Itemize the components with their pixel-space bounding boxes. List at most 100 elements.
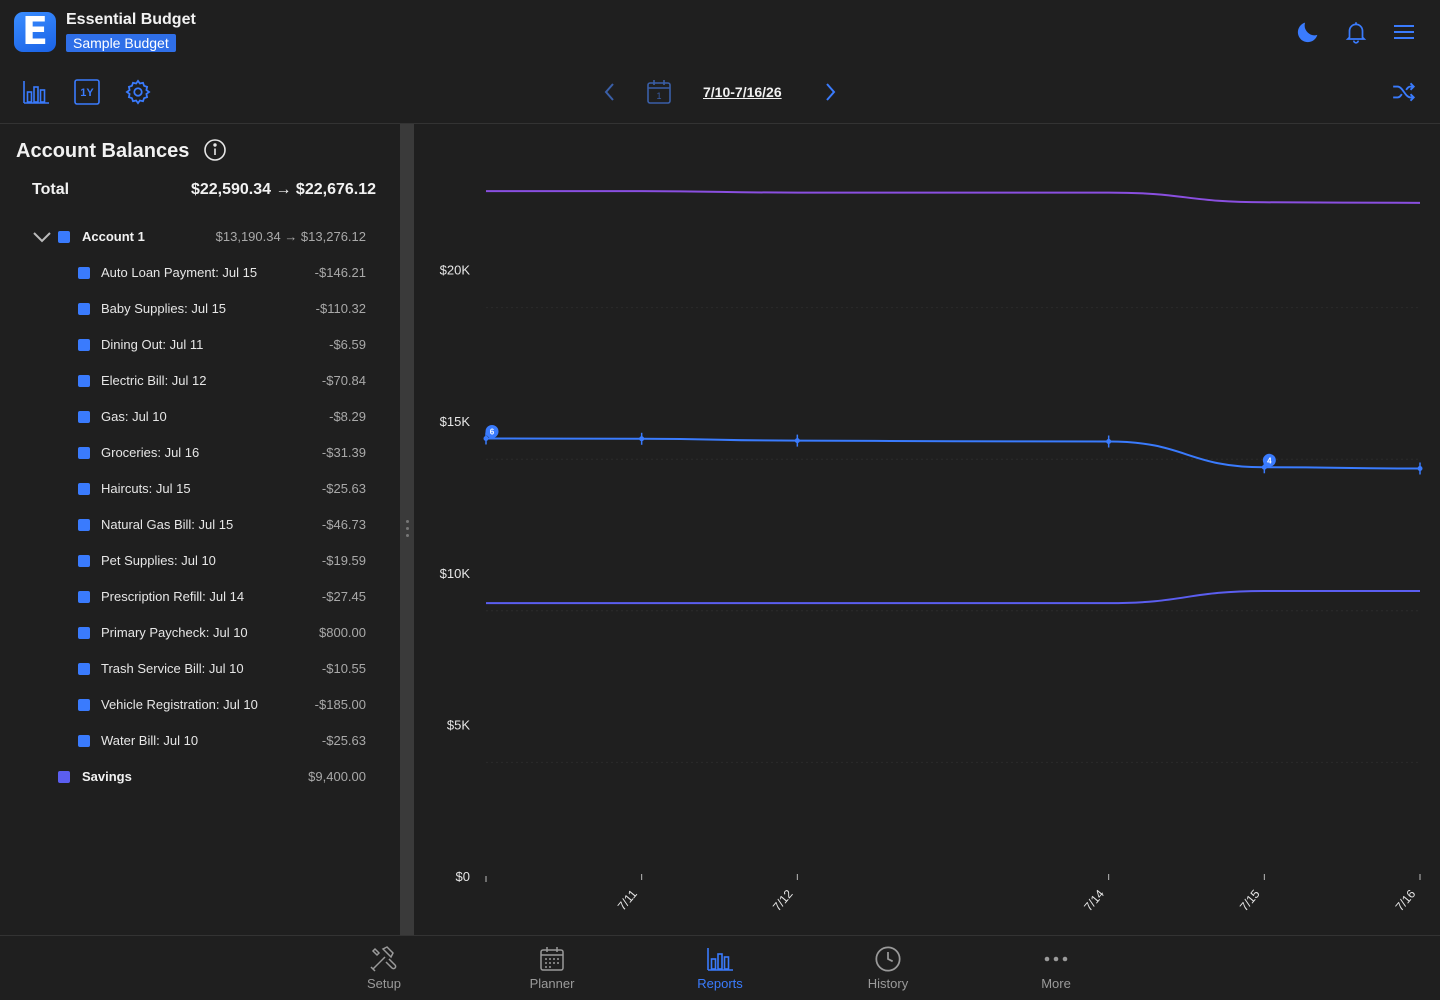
nav-history[interactable]: History bbox=[843, 944, 933, 996]
one-year-icon[interactable]: 1Y bbox=[73, 78, 101, 106]
transaction-amount: -$146.21 bbox=[314, 265, 366, 280]
calendar-icon[interactable]: 1 bbox=[645, 78, 673, 106]
nav-label: Setup bbox=[367, 976, 401, 991]
nav-label: More bbox=[1041, 976, 1071, 991]
transaction-color-swatch bbox=[78, 447, 90, 459]
total-value: $22,590.34 → $22,676.12 bbox=[190, 181, 376, 198]
data-point bbox=[1417, 465, 1423, 471]
transaction-name: Groceries: Jul 16 bbox=[101, 445, 200, 460]
nav-more[interactable]: More bbox=[1011, 944, 1101, 996]
series-line bbox=[486, 589, 1420, 605]
transaction-row[interactable]: Water Bill: Jul 10 -$25.63 bbox=[0, 723, 400, 759]
transaction-row[interactable]: Natural Gas Bill: Jul 15 -$46.73 bbox=[0, 507, 400, 543]
transaction-row[interactable]: Pet Supplies: Jul 10 -$19.59 bbox=[0, 543, 400, 579]
x-tick-label: 7/15 bbox=[1237, 887, 1263, 914]
transaction-color-swatch bbox=[78, 663, 90, 675]
transaction-amount: -$8.29 bbox=[329, 409, 366, 424]
transaction-count-badge bbox=[485, 424, 499, 438]
x-tick-label: 7/12 bbox=[770, 887, 796, 914]
transaction-color-swatch bbox=[78, 519, 90, 531]
calendar-day: 1 bbox=[656, 91, 661, 101]
transaction-color-swatch bbox=[78, 303, 90, 315]
nav-label: History bbox=[867, 976, 909, 991]
transaction-name: Haircuts: Jul 15 bbox=[101, 481, 191, 496]
transaction-color-swatch bbox=[78, 339, 90, 351]
account-color-swatch bbox=[58, 231, 70, 243]
date-range-link[interactable]: 7/10-7/16/26 bbox=[703, 84, 782, 100]
transaction-amount: -$27.45 bbox=[321, 589, 366, 604]
calendar-grid-icon bbox=[507, 944, 597, 974]
logo-letter: E bbox=[22, 9, 48, 53]
transaction-name: Vehicle Registration: Jul 10 bbox=[101, 697, 258, 712]
app-logo: E bbox=[14, 12, 56, 52]
transaction-color-swatch bbox=[78, 555, 90, 567]
account-name: Account 1 bbox=[82, 229, 145, 244]
chevron-down-icon[interactable] bbox=[32, 227, 52, 252]
transaction-name: Baby Supplies: Jul 15 bbox=[101, 301, 227, 316]
transaction-row[interactable]: Prescription Refill: Jul 14 -$27.45 bbox=[0, 579, 400, 615]
transaction-name: Water Bill: Jul 10 bbox=[101, 733, 199, 748]
nav-setup[interactable]: Setup bbox=[339, 944, 429, 996]
transaction-row[interactable]: Primary Paycheck: Jul 10 $800.00 bbox=[0, 615, 400, 651]
gear-icon[interactable] bbox=[124, 78, 152, 106]
account-name: Savings bbox=[82, 769, 132, 784]
bar-chart-icon bbox=[675, 944, 765, 974]
top-bar: E Essential Budget Sample Budget 1Y 1 7/… bbox=[0, 0, 1440, 124]
transaction-row[interactable]: Dining Out: Jul 11 -$6.59 bbox=[0, 327, 400, 363]
shuffle-icon[interactable] bbox=[1390, 78, 1418, 106]
moon-icon[interactable] bbox=[1294, 18, 1322, 46]
transaction-row[interactable]: Trash Service Bill: Jul 10 -$10.55 bbox=[0, 651, 400, 687]
chevron-left-icon[interactable] bbox=[596, 78, 624, 106]
tools-icon bbox=[339, 944, 429, 974]
info-icon[interactable] bbox=[203, 138, 227, 167]
transaction-row[interactable]: Vehicle Registration: Jul 10 -$185.00 bbox=[0, 687, 400, 723]
transaction-name: Prescription Refill: Jul 14 bbox=[101, 589, 245, 604]
transaction-row[interactable]: Auto Loan Payment: Jul 15 -$146.21 bbox=[0, 255, 400, 291]
transaction-amount: -$6.59 bbox=[329, 337, 366, 352]
transaction-name: Natural Gas Bill: Jul 15 bbox=[101, 517, 234, 532]
x-tick-label: 7/16 bbox=[1393, 887, 1419, 914]
transaction-row[interactable]: Gas: Jul 10 -$8.29 bbox=[0, 399, 400, 435]
transaction-row[interactable]: Groceries: Jul 16 -$31.39 bbox=[0, 435, 400, 471]
transaction-name: Electric Bill: Jul 12 bbox=[101, 373, 207, 388]
transaction-color-swatch bbox=[78, 267, 90, 279]
grip-handle[interactable] bbox=[406, 520, 409, 523]
chevron-right-icon[interactable] bbox=[816, 78, 844, 106]
transaction-row[interactable]: Baby Supplies: Jul 15 -$110.32 bbox=[0, 291, 400, 327]
data-point bbox=[794, 438, 800, 444]
transaction-amount: -$19.59 bbox=[321, 553, 366, 568]
nav-reports[interactable]: Reports bbox=[675, 944, 765, 996]
bell-icon[interactable] bbox=[1342, 18, 1370, 46]
transaction-amount: -$25.63 bbox=[321, 733, 366, 748]
total-label: Total bbox=[32, 181, 70, 198]
transaction-name: Dining Out: Jul 11 bbox=[101, 337, 204, 352]
account-amount: $9,400.00 bbox=[308, 769, 366, 784]
data-point bbox=[483, 435, 489, 441]
menu-icon[interactable] bbox=[1390, 18, 1418, 46]
transaction-amount: -$31.39 bbox=[321, 445, 366, 460]
badge-count: 6 bbox=[490, 427, 495, 436]
budget-name-badge[interactable]: Sample Budget bbox=[66, 34, 176, 52]
balance-chart: $0 $5K $10K $15K $20K 7/11 7/12 7/14 7/15 7/16 6 4 bbox=[414, 124, 1440, 935]
transaction-color-swatch bbox=[78, 735, 90, 747]
transaction-color-swatch bbox=[78, 483, 90, 495]
ellipsis-icon bbox=[1011, 944, 1101, 974]
transaction-row[interactable]: Haircuts: Jul 15 -$25.63 bbox=[0, 471, 400, 507]
bar-chart-icon[interactable] bbox=[22, 78, 50, 106]
panel-title: Account Balances bbox=[16, 140, 190, 162]
chart-svg: $0 $5K $10K $15K $20K 7/11 7/12 7/14 7/15 7/16 6 4 bbox=[440, 190, 1423, 914]
data-point bbox=[639, 436, 645, 442]
transaction-color-swatch bbox=[78, 627, 90, 639]
transaction-color-swatch bbox=[78, 411, 90, 423]
transaction-row[interactable]: Electric Bill: Jul 12 -$70.84 bbox=[0, 363, 400, 399]
account-row[interactable]: Account 1 $13,190.34 → $13,276.12 bbox=[0, 219, 400, 255]
y-tick-label: $5K bbox=[447, 717, 470, 732]
transaction-name: Primary Paycheck: Jul 10 bbox=[101, 625, 248, 640]
transaction-name: Pet Supplies: Jul 10 bbox=[101, 553, 216, 568]
y-tick-label: $20K bbox=[440, 263, 471, 278]
panel-splitter[interactable] bbox=[400, 124, 414, 935]
nav-planner[interactable]: Planner bbox=[507, 944, 597, 996]
transaction-amount: -$10.55 bbox=[321, 661, 366, 676]
account-row[interactable]: Savings $9,400.00 bbox=[0, 759, 400, 795]
